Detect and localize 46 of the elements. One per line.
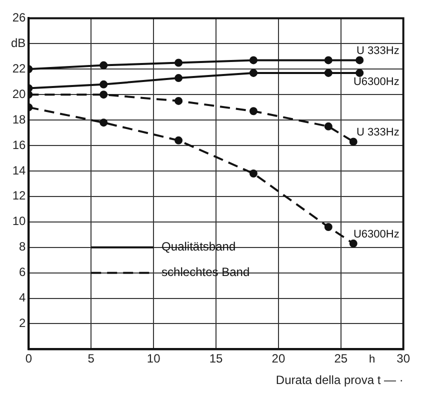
series-label: U6300Hz <box>353 76 400 88</box>
series-label: U6300Hz <box>353 228 400 241</box>
text: h <box>369 354 376 366</box>
point <box>324 222 332 231</box>
x-tick-label: 30 <box>396 352 410 366</box>
y-tick-label: 22 <box>12 61 26 76</box>
point <box>349 240 358 248</box>
x-tick-label: 15 <box>209 352 223 366</box>
y-tick-label: 2 <box>18 316 26 330</box>
series-label: U 333Hz <box>356 126 400 139</box>
point <box>100 118 108 127</box>
point <box>324 68 332 77</box>
point <box>249 68 258 77</box>
x-axis-title: Durata della prova t — · <box>276 373 404 388</box>
x-tick-label: 20 <box>272 352 286 366</box>
point <box>349 138 358 146</box>
point <box>324 56 332 64</box>
y-tick-label: 16 <box>12 138 26 152</box>
y-tick-label: dB <box>10 36 26 50</box>
point <box>324 122 332 130</box>
y-tick-label: 20 <box>12 86 26 101</box>
series-label: U 333Hz <box>356 45 400 58</box>
y-tick-label: 18 <box>12 112 26 126</box>
y-tick-label: 26 <box>12 10 26 25</box>
x-tick-label: 5 <box>88 352 95 366</box>
point <box>174 96 183 105</box>
y-tick-label: 6 <box>18 265 26 280</box>
y-tick-label: 8 <box>18 240 26 254</box>
x-tick-label: 10 <box>146 352 161 366</box>
point <box>249 107 258 116</box>
point <box>356 68 364 77</box>
point <box>174 74 183 82</box>
y-tick-label: 10 <box>12 214 26 228</box>
point <box>249 56 258 64</box>
y-tick-label: 14 <box>12 163 26 178</box>
x-tick-label: 25 <box>334 352 348 366</box>
point <box>100 61 108 70</box>
point <box>174 58 183 67</box>
x-tick-label: 0 <box>25 352 32 366</box>
y-tick-label: 12 <box>12 188 26 203</box>
y-tick-label: 4 <box>18 290 26 305</box>
point <box>100 90 108 99</box>
point <box>356 56 364 64</box>
point <box>174 136 183 144</box>
point <box>100 80 108 88</box>
point <box>249 170 258 178</box>
